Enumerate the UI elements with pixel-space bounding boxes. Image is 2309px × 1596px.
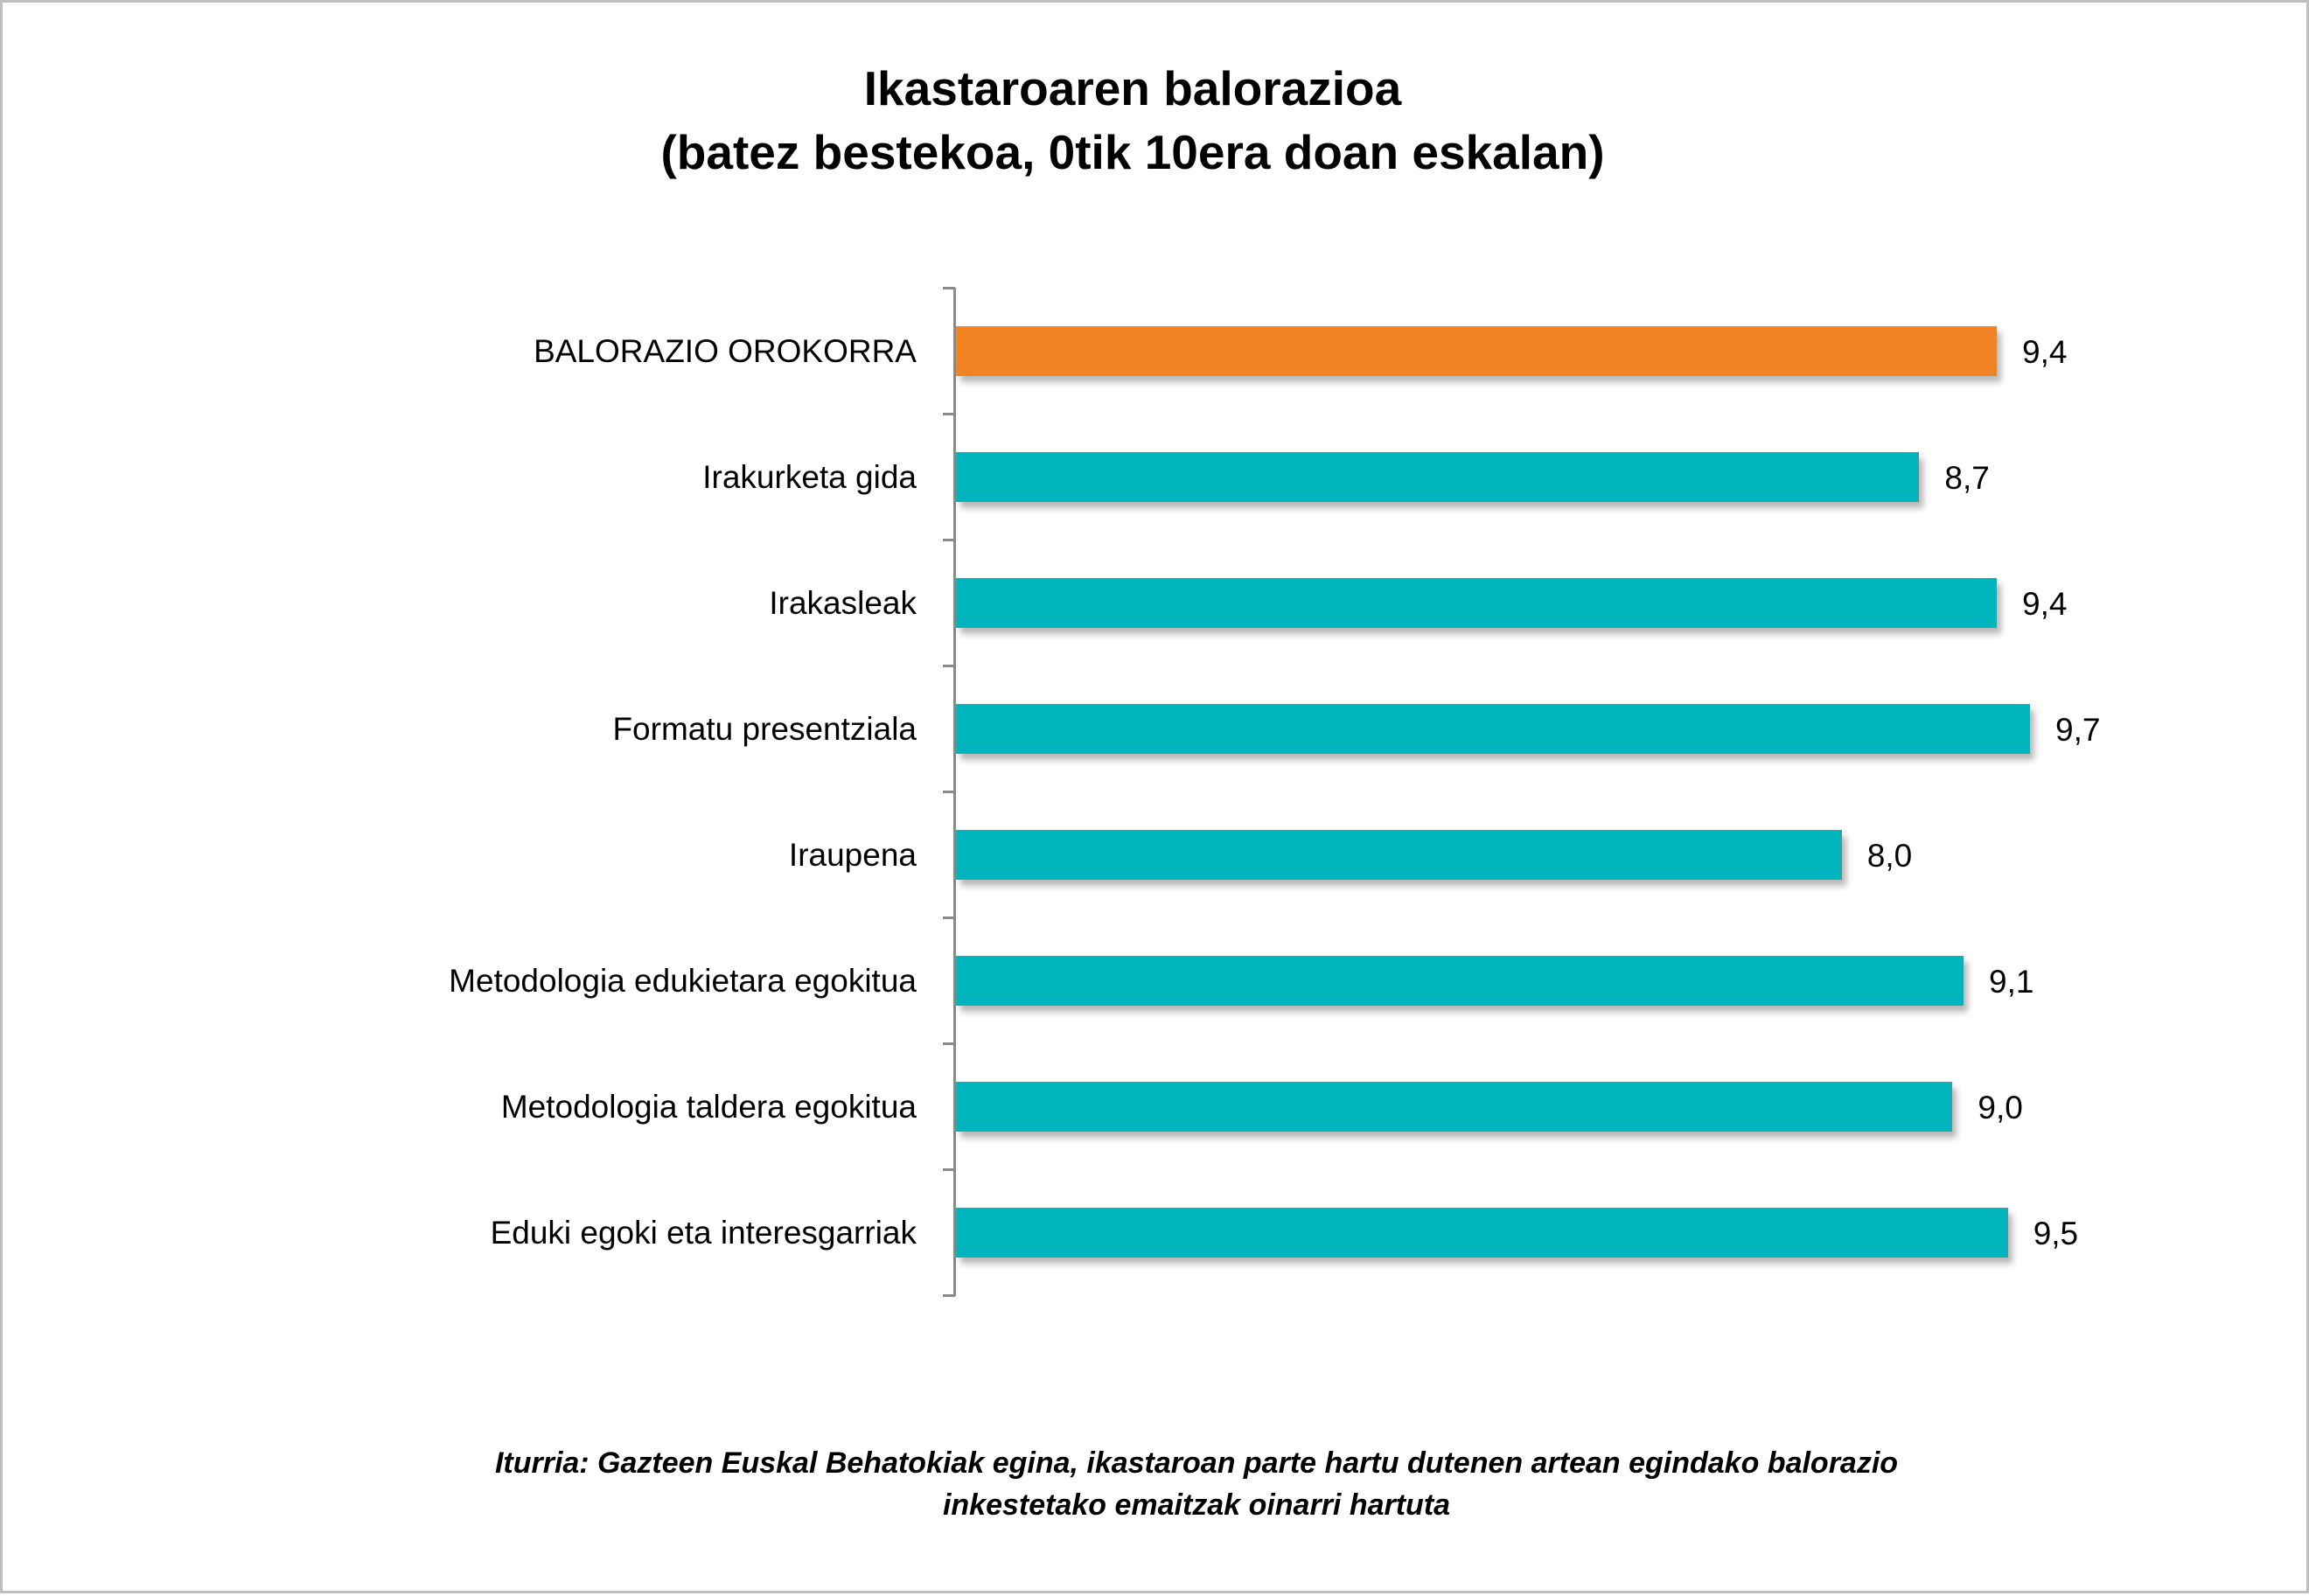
bar xyxy=(956,830,1842,880)
axis-tick xyxy=(943,1168,955,1171)
value-label: 9,0 xyxy=(1978,1090,2023,1126)
chart-title-line1: Ikastaroaren balorazioa xyxy=(863,61,1402,115)
source-footnote: Iturria: Gazteen Euskal Behatokiak egina… xyxy=(3,1442,2309,1526)
category-label: Eduki egoki eta interesgarriak xyxy=(490,1215,917,1251)
bar-overall xyxy=(956,326,1998,376)
category-label: Irakurketa gida xyxy=(702,459,917,495)
plot-area: BALORAZIO OROKORRA 9,4 Irakurketa gida 8,7 I… xyxy=(3,3,2309,1596)
chart-title-line2: (batez bestekoa, 0tik 10era doan eskalan… xyxy=(660,125,1605,179)
chart-title: Ikastaroaren balorazioa (batez bestekoa,… xyxy=(3,57,2263,185)
axis-tick xyxy=(943,916,955,919)
value-label: 9,4 xyxy=(2022,334,2068,370)
axis-tick xyxy=(943,1042,955,1045)
category-label: BALORAZIO OROKORRA xyxy=(534,333,917,369)
bar xyxy=(956,578,1998,628)
axis-tick xyxy=(943,287,955,289)
bar xyxy=(956,1208,2008,1258)
axis-tick xyxy=(943,791,955,793)
bar xyxy=(956,956,1964,1006)
value-label: 9,5 xyxy=(2033,1216,2079,1251)
category-label: Irakasleak xyxy=(769,585,917,621)
axis-tick xyxy=(943,665,955,667)
bar xyxy=(956,1082,1953,1132)
value-label: 9,4 xyxy=(2022,586,2068,622)
category-label: Metodologia edukietara egokitua xyxy=(449,963,917,999)
footnote-line1: Iturria: Gazteen Euskal Behatokiak egina… xyxy=(494,1446,1899,1480)
category-label: Metodologia taldera egokitua xyxy=(500,1089,917,1125)
value-label: 9,7 xyxy=(2055,712,2101,748)
category-label: Iraupena xyxy=(788,837,917,873)
value-label: 8,7 xyxy=(1944,460,1990,496)
axis-tick xyxy=(943,539,955,541)
bar xyxy=(956,704,2031,754)
value-label: 9,1 xyxy=(1989,964,2034,1000)
category-label: Formatu presentziala xyxy=(612,711,917,747)
footnote-line2: inkestetako emaitzak oinarri hartuta xyxy=(942,1488,1451,1522)
bar xyxy=(956,452,1920,502)
value-label: 8,0 xyxy=(1866,838,1913,874)
axis-tick xyxy=(943,1294,955,1297)
axis-tick xyxy=(943,413,955,415)
